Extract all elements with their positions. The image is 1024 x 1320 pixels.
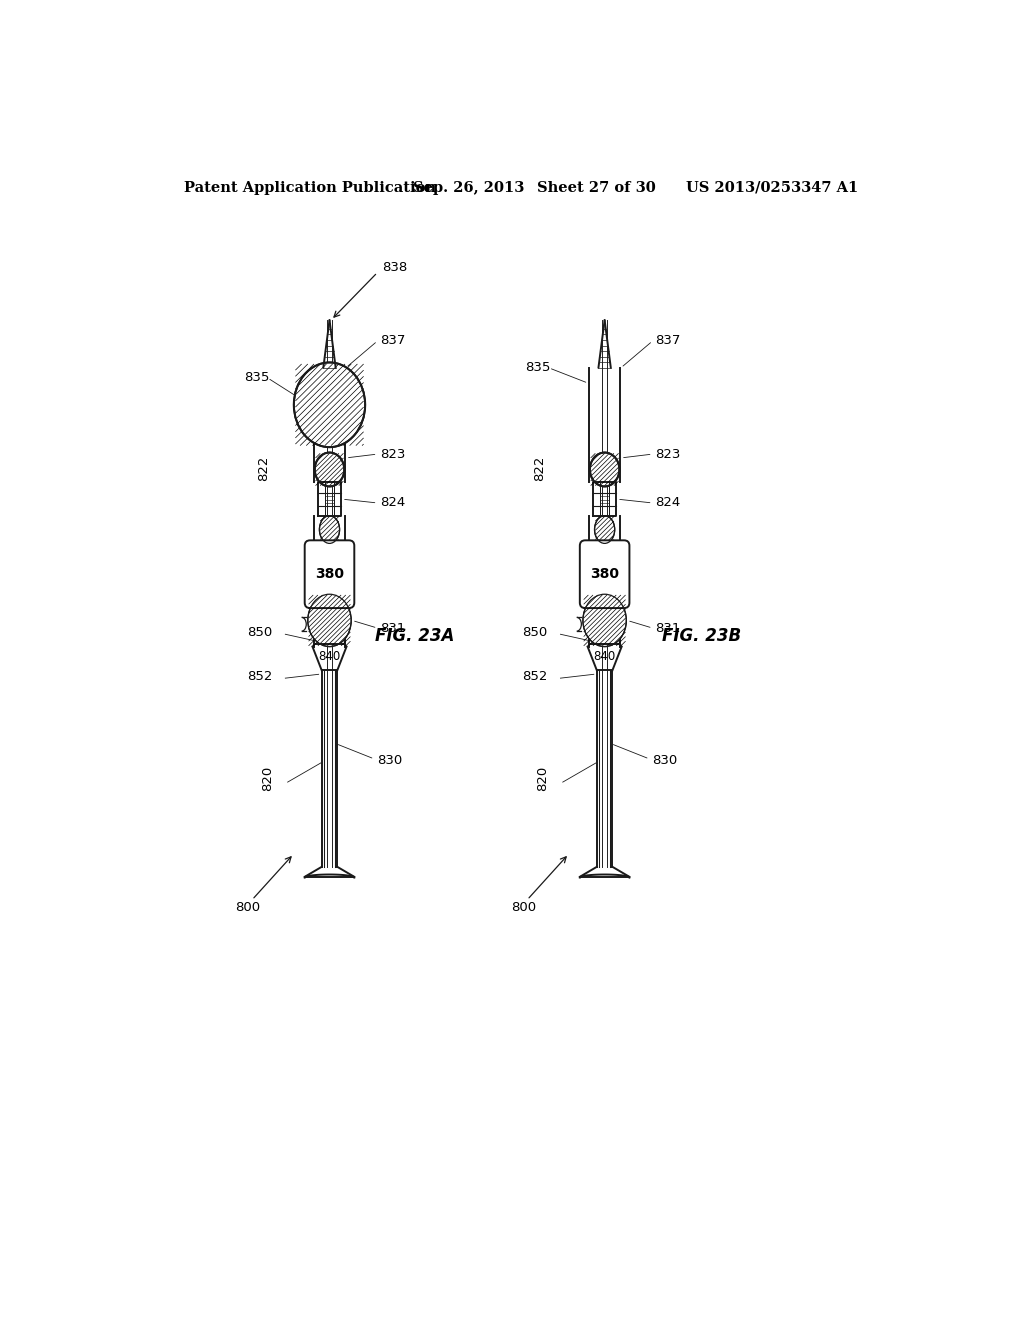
FancyBboxPatch shape xyxy=(580,540,630,609)
Text: 852: 852 xyxy=(247,671,272,684)
Text: FIG. 23A: FIG. 23A xyxy=(375,627,455,644)
Ellipse shape xyxy=(590,453,620,487)
Text: 830: 830 xyxy=(377,754,402,767)
FancyBboxPatch shape xyxy=(305,540,354,609)
Text: 850: 850 xyxy=(247,626,272,639)
Text: Patent Application Publication: Patent Application Publication xyxy=(183,181,436,195)
Text: 820: 820 xyxy=(536,766,549,791)
Text: 838: 838 xyxy=(382,261,408,275)
Text: 822: 822 xyxy=(258,455,270,480)
Text: 800: 800 xyxy=(511,902,536,915)
Text: 822: 822 xyxy=(532,455,546,480)
Text: 800: 800 xyxy=(236,902,261,915)
Text: 835: 835 xyxy=(525,362,551,375)
Text: 823: 823 xyxy=(380,447,406,461)
Text: 850: 850 xyxy=(522,626,547,639)
Text: FIG. 23B: FIG. 23B xyxy=(662,627,741,644)
Text: 837: 837 xyxy=(380,334,406,347)
Text: 830: 830 xyxy=(652,754,677,767)
Ellipse shape xyxy=(294,363,366,447)
Text: 823: 823 xyxy=(655,447,680,461)
Text: 824: 824 xyxy=(380,496,406,510)
Text: 840: 840 xyxy=(594,651,615,664)
Ellipse shape xyxy=(314,453,344,487)
Ellipse shape xyxy=(595,516,614,544)
Text: Sep. 26, 2013: Sep. 26, 2013 xyxy=(414,181,524,195)
Text: 831: 831 xyxy=(380,622,406,635)
Text: 824: 824 xyxy=(655,496,680,510)
Text: 852: 852 xyxy=(522,671,547,684)
Text: 380: 380 xyxy=(315,568,344,581)
Text: Sheet 27 of 30: Sheet 27 of 30 xyxy=(538,181,656,195)
Text: 380: 380 xyxy=(590,568,620,581)
Text: 837: 837 xyxy=(655,334,680,347)
Text: 820: 820 xyxy=(261,766,273,791)
Ellipse shape xyxy=(583,594,627,647)
Text: 831: 831 xyxy=(655,622,680,635)
Text: 840: 840 xyxy=(318,651,341,664)
Ellipse shape xyxy=(319,516,340,544)
Text: US 2013/0253347 A1: US 2013/0253347 A1 xyxy=(686,181,858,195)
Ellipse shape xyxy=(308,594,351,647)
Text: 835: 835 xyxy=(245,371,269,384)
